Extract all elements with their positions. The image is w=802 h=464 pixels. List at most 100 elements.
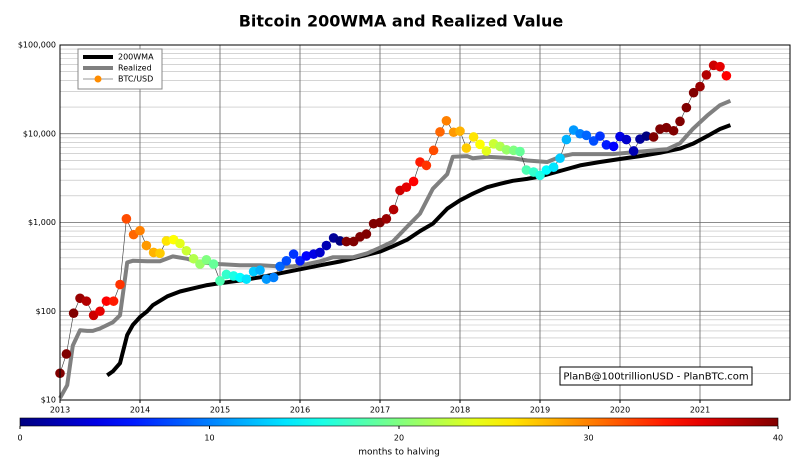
x-tick-label: 2013 bbox=[50, 406, 70, 415]
data-point bbox=[461, 143, 472, 153]
colorbar-tick-label: 10 bbox=[204, 434, 214, 443]
data-point bbox=[721, 70, 732, 81]
data-point bbox=[628, 146, 639, 156]
y-tick-label: $10 bbox=[41, 396, 56, 405]
data-point bbox=[101, 296, 112, 306]
data-point bbox=[608, 141, 619, 152]
data-point bbox=[381, 214, 392, 224]
x-tick-label: 2017 bbox=[370, 406, 390, 415]
y-tick-label: $100,000 bbox=[18, 41, 56, 50]
data-point bbox=[648, 132, 659, 142]
data-point bbox=[688, 87, 699, 98]
data-point bbox=[641, 131, 652, 141]
colorbar-label: months to halving bbox=[358, 448, 440, 458]
data-point bbox=[675, 116, 685, 127]
colorbar-tick-label: 20 bbox=[394, 434, 404, 443]
x-tick-label: 2021 bbox=[690, 406, 710, 415]
data-point bbox=[555, 153, 565, 164]
x-tick-label: 2014 bbox=[130, 406, 150, 415]
annotation-box bbox=[559, 366, 753, 386]
data-point bbox=[401, 182, 412, 192]
data-point bbox=[68, 308, 79, 319]
data-point bbox=[455, 126, 465, 136]
data-point bbox=[161, 236, 172, 246]
colorbar bbox=[19, 417, 779, 427]
data-point bbox=[701, 70, 712, 80]
data-point bbox=[521, 165, 532, 175]
data-point bbox=[475, 139, 485, 150]
data-point bbox=[121, 214, 132, 224]
y-tick-label: $100 bbox=[36, 307, 56, 316]
data-point bbox=[315, 247, 325, 258]
series-line bbox=[106, 123, 732, 377]
data-point bbox=[515, 146, 525, 157]
data-point bbox=[581, 130, 592, 141]
y-tick-label: $1,000 bbox=[28, 218, 56, 227]
data-point bbox=[188, 253, 199, 264]
data-point bbox=[95, 306, 105, 317]
data-point bbox=[61, 349, 72, 359]
data-point bbox=[81, 296, 92, 306]
legend-label: BTC/USD bbox=[118, 75, 153, 84]
x-tick-label: 2016 bbox=[290, 406, 310, 415]
data-point bbox=[175, 238, 185, 249]
data-point bbox=[255, 265, 265, 276]
annotation: PlanB@100trillionUSD - PlanBTC.com bbox=[559, 366, 753, 386]
data-point bbox=[388, 204, 399, 215]
plot-frame bbox=[59, 44, 791, 401]
data-point bbox=[501, 144, 512, 155]
data-point bbox=[281, 256, 292, 266]
data-point bbox=[135, 225, 145, 236]
data-point bbox=[548, 162, 559, 172]
data-point bbox=[468, 132, 479, 142]
data-point bbox=[695, 81, 705, 92]
data-point bbox=[261, 274, 272, 284]
data-point bbox=[668, 125, 679, 136]
series-line bbox=[58, 98, 732, 400]
x-tick-label: 2020 bbox=[610, 406, 630, 415]
data-point bbox=[321, 240, 332, 251]
data-point bbox=[115, 279, 125, 290]
data-point bbox=[215, 276, 225, 286]
data-point bbox=[595, 131, 605, 141]
data-point bbox=[181, 245, 192, 256]
x-tick-label: 2015 bbox=[210, 406, 230, 415]
data-point bbox=[108, 296, 119, 306]
data-point bbox=[268, 272, 279, 283]
colorbar-tick-label: 0 bbox=[17, 434, 22, 443]
x-tick-label: 2018 bbox=[450, 406, 470, 415]
data-point bbox=[208, 259, 219, 269]
data-point bbox=[408, 176, 419, 187]
data-point bbox=[155, 248, 165, 259]
data-point bbox=[421, 160, 432, 171]
data-point bbox=[241, 274, 252, 284]
data-point bbox=[621, 134, 632, 145]
data-point bbox=[715, 61, 725, 72]
data-point bbox=[221, 269, 232, 280]
data-point bbox=[141, 240, 152, 251]
data-point bbox=[441, 115, 452, 126]
colorbar-tick-label: 40 bbox=[773, 434, 783, 443]
plot-area bbox=[59, 44, 790, 401]
data-point bbox=[275, 261, 285, 272]
x-tick-label: 2019 bbox=[530, 406, 550, 415]
legend-label: Realized bbox=[118, 64, 152, 73]
data-point bbox=[661, 122, 672, 133]
colorbar-tick-label: 30 bbox=[583, 434, 593, 443]
legend-marker bbox=[94, 75, 102, 83]
data-point bbox=[535, 170, 545, 181]
data-point bbox=[481, 146, 492, 156]
y-tick-label: $10,000 bbox=[23, 129, 56, 138]
data-point bbox=[601, 140, 612, 150]
data-point bbox=[681, 102, 692, 113]
data-point bbox=[541, 165, 552, 175]
legend-label: 200WMA bbox=[118, 53, 154, 62]
data-point bbox=[428, 145, 439, 156]
annotation-text: PlanB@100trillionUSD - PlanBTC.com bbox=[563, 372, 748, 383]
data-point bbox=[288, 249, 299, 259]
data-point bbox=[301, 251, 312, 261]
data-point bbox=[201, 254, 212, 265]
data-point bbox=[341, 236, 352, 247]
data-point bbox=[561, 134, 572, 145]
